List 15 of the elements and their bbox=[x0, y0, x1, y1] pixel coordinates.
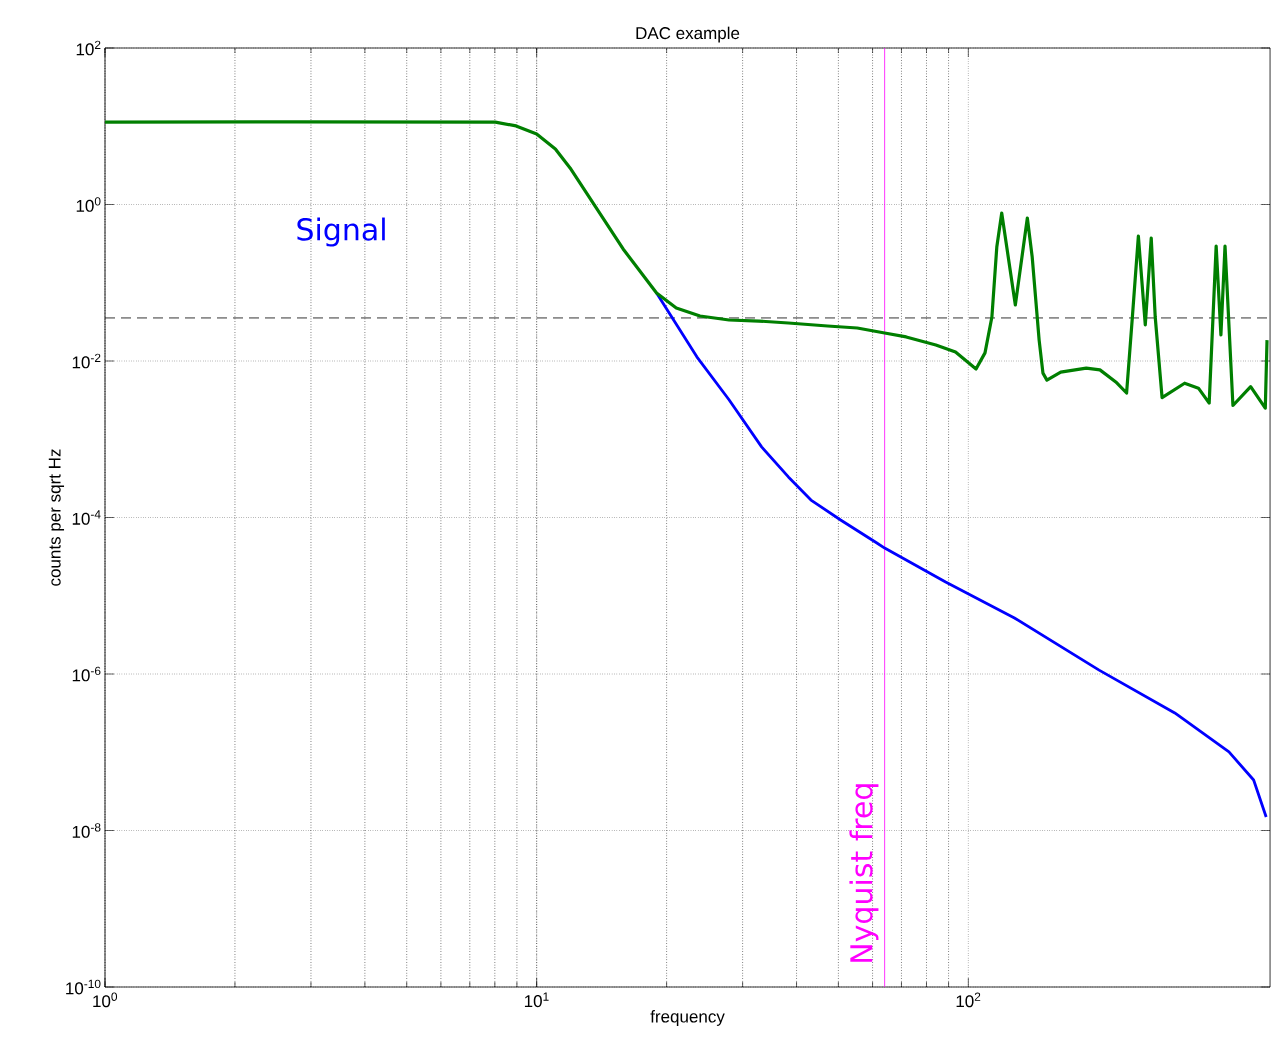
y-tick-label: 10$^{-4}$ bbox=[72, 510, 101, 525]
ref-line-label: Nyquist freq bbox=[849, 784, 879, 962]
text: Signal bbox=[297, 217, 385, 247]
y-tick-label: 10$^{-2}$ bbox=[72, 353, 101, 369]
y-tick-label: 10$^{2}$ bbox=[76, 40, 101, 56]
x-tick-label: 10$^{2}$ bbox=[956, 992, 981, 1008]
x-axis-title: frequency bbox=[650, 1010, 725, 1026]
x-tick-label: 10$^{0}$ bbox=[93, 992, 118, 1008]
y-axis-title: counts per sqrt Hz bbox=[48, 449, 65, 586]
y-tick-label: 10$^{-10}$ bbox=[66, 979, 101, 995]
chart-title: DAC example bbox=[636, 26, 740, 43]
x-tick-label: 10$^{1}$ bbox=[524, 992, 549, 1008]
y-tick-label: 10$^{0}$ bbox=[76, 197, 101, 212]
y-tick-label: 10$^{-6}$ bbox=[72, 666, 101, 682]
y-tick-label: 10$^{-8}$ bbox=[72, 823, 101, 838]
